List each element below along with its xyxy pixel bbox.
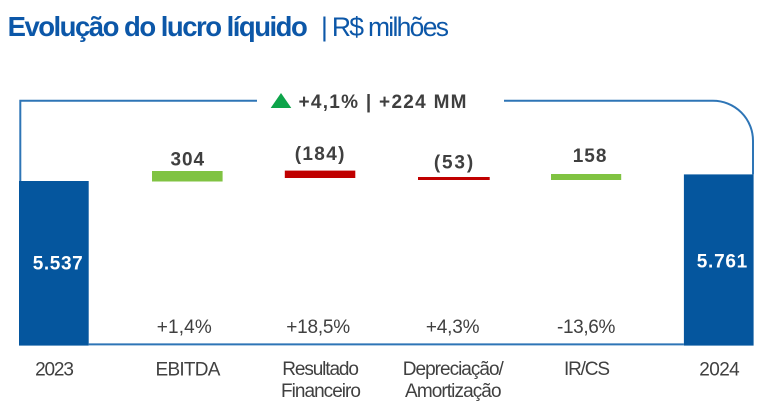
svg-text:+4,1% | +224 MM: +4,1% | +224 MM — [299, 92, 467, 113]
svg-text:IR/CS: IR/CS — [564, 359, 610, 380]
svg-text:Financeiro: Financeiro — [281, 381, 361, 402]
svg-text:(184): (184) — [295, 144, 345, 165]
svg-text:2023: 2023 — [35, 360, 74, 381]
svg-text:5.761: 5.761 — [697, 252, 748, 273]
svg-text:(53): (53) — [434, 153, 473, 174]
svg-text:Evolução do lucro líquido: Evolução do lucro líquido — [8, 11, 308, 42]
svg-text:+1,4%: +1,4% — [157, 317, 212, 338]
svg-text:| R$ milhões: | R$ milhões — [321, 12, 449, 42]
svg-text:Amortização: Amortização — [405, 381, 502, 402]
svg-text:Resultado: Resultado — [282, 359, 359, 380]
svg-text:158: 158 — [573, 146, 607, 167]
svg-text:Depreciação/: Depreciação/ — [403, 359, 505, 380]
svg-text:EBITDA: EBITDA — [156, 360, 221, 381]
svg-text:-13,6%: -13,6% — [557, 317, 615, 338]
svg-text:+4,3%: +4,3% — [426, 317, 480, 338]
svg-text:2024: 2024 — [699, 360, 740, 381]
svg-text:304: 304 — [171, 150, 205, 171]
svg-text:5.537: 5.537 — [33, 254, 83, 275]
svg-text:+18,5%: +18,5% — [286, 317, 350, 338]
